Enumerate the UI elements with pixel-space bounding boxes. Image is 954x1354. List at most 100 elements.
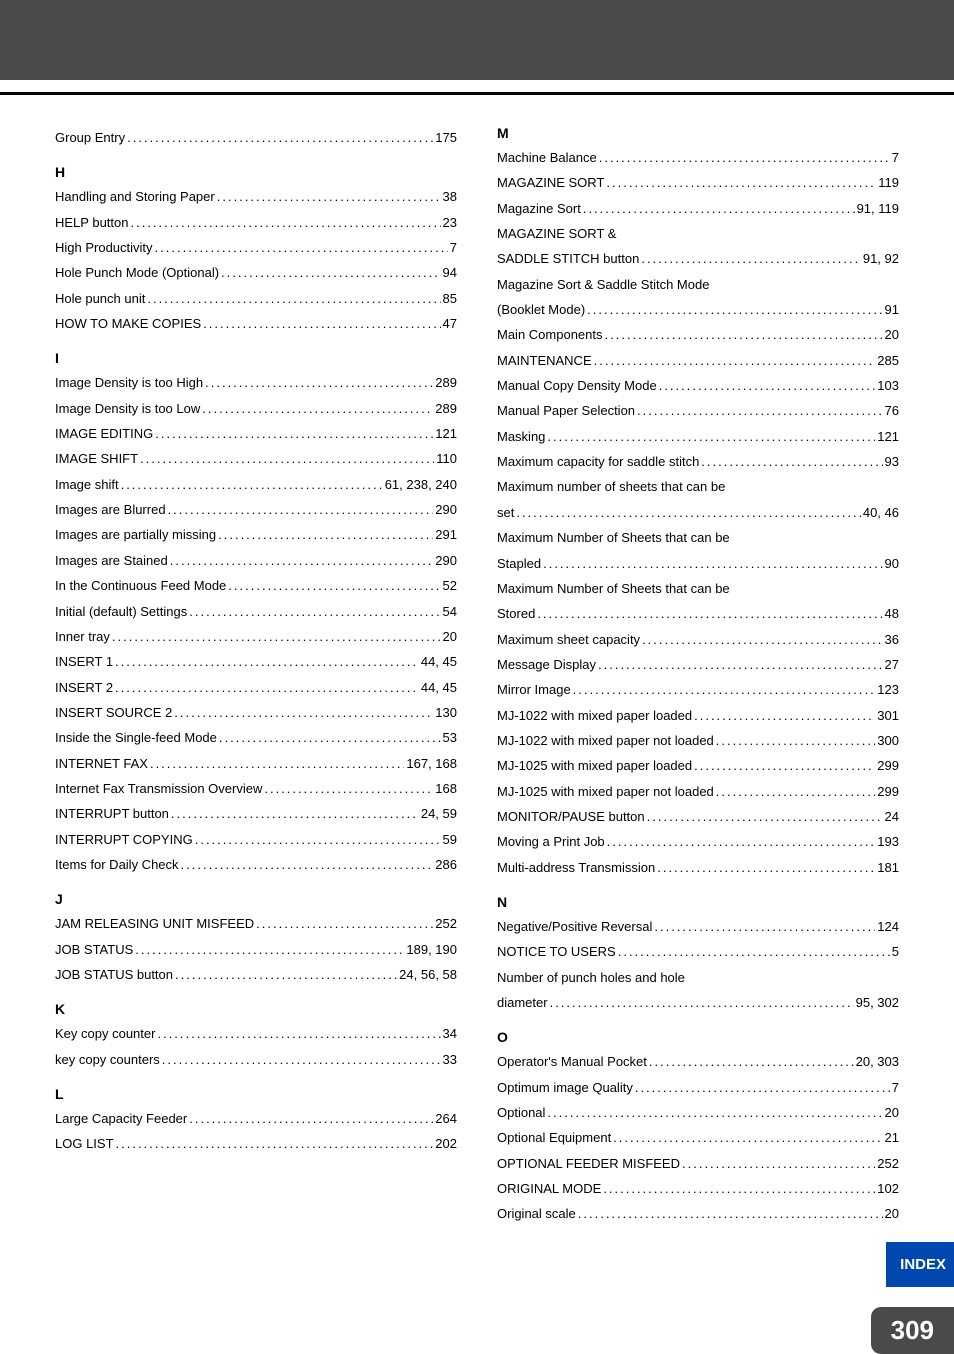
- index-entry: JAM RELEASING UNIT MISFEED .............…: [55, 911, 457, 936]
- index-entry-label: NOTICE TO USERS: [497, 939, 616, 964]
- index-entry-page: 290: [433, 497, 457, 522]
- index-entry-page: 34: [441, 1021, 457, 1046]
- index-entry-label: INTERRUPT button: [55, 801, 169, 826]
- index-entry-label: Manual Copy Density Mode: [497, 373, 657, 398]
- page-number: 309: [871, 1307, 954, 1354]
- index-continuation: Maximum Number of Sheets that can be: [497, 576, 899, 601]
- leader-dots: ........................................…: [616, 939, 890, 964]
- leader-dots: ........................................…: [604, 170, 876, 195]
- index-entry: Large Capacity Feeder ..................…: [55, 1106, 457, 1131]
- index-continuation: MAGAZINE SORT &: [497, 221, 899, 246]
- leader-dots: ........................................…: [699, 449, 882, 474]
- index-entry: Initial (default) Settings .............…: [55, 599, 457, 624]
- index-entry-label: Magazine Sort: [497, 196, 581, 221]
- index-entry: key copy counters ......................…: [55, 1047, 457, 1072]
- leader-dots: ........................................…: [114, 1131, 434, 1156]
- leader-dots: ........................................…: [169, 801, 419, 826]
- index-entry: Items for Daily Check ..................…: [55, 852, 457, 877]
- index-entry-label: Message Display: [497, 652, 596, 677]
- leader-dots: ........................................…: [153, 421, 433, 446]
- index-entry: Image Density is too Low ...............…: [55, 396, 457, 421]
- index-entry-page: 91, 92: [861, 246, 899, 271]
- index-entry: INSERT SOURCE 2 ........................…: [55, 700, 457, 725]
- section-letter: N: [497, 894, 899, 910]
- index-entry-page: 110: [434, 446, 457, 471]
- index-entry: Operator's Manual Pocket ...............…: [497, 1049, 899, 1074]
- leader-dots: ........................................…: [633, 1075, 890, 1100]
- index-entry-label: Image Density is too High: [55, 370, 203, 395]
- index-entry-page: 91: [883, 297, 899, 322]
- index-entry-label: JOB STATUS button: [55, 962, 173, 987]
- leader-dots: ........................................…: [601, 1176, 875, 1201]
- leader-dots: ........................................…: [187, 599, 440, 624]
- index-entry: Multi-address Transmission .............…: [497, 855, 899, 880]
- index-entry-page: 52: [441, 573, 457, 598]
- index-entry-label: ORIGINAL MODE: [497, 1176, 601, 1201]
- index-entry-label: INTERNET FAX: [55, 751, 148, 776]
- index-entry-label: Maximum sheet capacity: [497, 627, 640, 652]
- index-entry-label: Optional Equipment: [497, 1125, 611, 1150]
- index-entry: Mirror Image ...........................…: [497, 677, 899, 702]
- index-entry-page: 23: [441, 210, 457, 235]
- index-tab: INDEX: [886, 1242, 954, 1287]
- leader-dots: ........................................…: [153, 235, 448, 260]
- index-entry: Images are Stained .....................…: [55, 548, 457, 573]
- index-entry: OPTIONAL FEEDER MISFEED ................…: [497, 1151, 899, 1176]
- leader-dots: ........................................…: [541, 551, 882, 576]
- index-entry-label: LOG LIST: [55, 1131, 114, 1156]
- left-column: Group Entry ............................…: [55, 125, 477, 1227]
- index-entry: MAGAZINE SORT ..........................…: [497, 170, 899, 195]
- index-entry-page: 181: [875, 855, 899, 880]
- header-band: [0, 0, 954, 95]
- index-entry: diameter ...............................…: [497, 990, 899, 1015]
- section-letter: L: [55, 1086, 457, 1102]
- leader-dots: ........................................…: [640, 627, 882, 652]
- section-letter: O: [497, 1029, 899, 1045]
- index-entry: set ....................................…: [497, 500, 899, 525]
- index-entry-label: Image Density is too Low: [55, 396, 200, 421]
- index-entry-page: 193: [875, 829, 899, 854]
- index-entry: Images are partially missing ...........…: [55, 522, 457, 547]
- index-entry: Manual Copy Density Mode ...............…: [497, 373, 899, 398]
- leader-dots: ........................................…: [652, 914, 875, 939]
- index-entry: Handling and Storing Paper .............…: [55, 184, 457, 209]
- index-entry-page: 168: [433, 776, 457, 801]
- leader-dots: ........................................…: [254, 911, 433, 936]
- index-entry: Inside the Single-feed Mode ............…: [55, 725, 457, 750]
- index-entry-label: (Booklet Mode): [497, 297, 585, 322]
- index-entry-page: 47: [441, 311, 457, 336]
- index-entry: (Booklet Mode) .........................…: [497, 297, 899, 322]
- index-entry-page: 175: [433, 125, 457, 150]
- index-entry-label: Negative/Positive Reversal: [497, 914, 652, 939]
- index-entry-page: 38: [441, 184, 457, 209]
- index-entry-page: 36: [883, 627, 899, 652]
- index-entry-page: 54: [441, 599, 457, 624]
- leader-dots: ........................................…: [128, 210, 440, 235]
- index-entry: In the Continuous Feed Mode ............…: [55, 573, 457, 598]
- leader-dots: ........................................…: [657, 373, 876, 398]
- leader-dots: ........................................…: [173, 962, 397, 987]
- index-entry-label: MONITOR/PAUSE button: [497, 804, 645, 829]
- section-letter: K: [55, 1001, 457, 1017]
- index-entry-page: 286: [433, 852, 457, 877]
- index-entry: Message Display ........................…: [497, 652, 899, 677]
- index-entry-label: diameter: [497, 990, 548, 1015]
- leader-dots: ........................................…: [714, 728, 876, 753]
- index-entry-page: 48: [883, 601, 899, 626]
- index-entry-label: Inner tray: [55, 624, 110, 649]
- leader-dots: ........................................…: [133, 937, 404, 962]
- index-entry-label: High Productivity: [55, 235, 153, 260]
- index-entry-label: INSERT SOURCE 2: [55, 700, 172, 725]
- leader-dots: ........................................…: [655, 855, 875, 880]
- leader-dots: ........................................…: [635, 398, 883, 423]
- index-entry-page: 20, 303: [854, 1049, 899, 1074]
- leader-dots: ........................................…: [535, 601, 882, 626]
- index-entry-page: 85: [441, 286, 457, 311]
- leader-dots: ........................................…: [596, 652, 883, 677]
- index-entry-page: 291: [433, 522, 457, 547]
- index-entry: Internet Fax Transmission Overview .....…: [55, 776, 457, 801]
- index-entry-label: INSERT 2: [55, 675, 113, 700]
- index-entry-page: 59: [441, 827, 457, 852]
- index-entry-page: 103: [875, 373, 899, 398]
- leader-dots: ........................................…: [172, 700, 433, 725]
